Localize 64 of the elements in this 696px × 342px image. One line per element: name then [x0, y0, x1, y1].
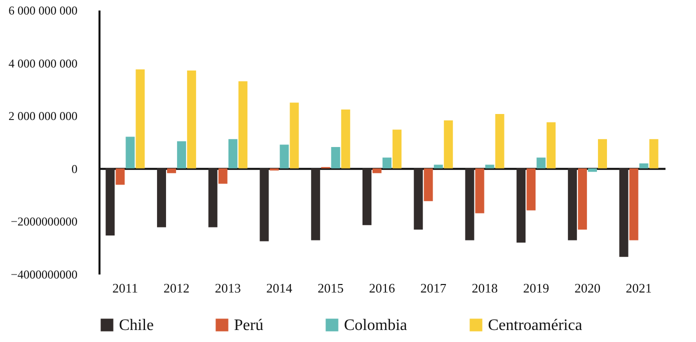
legend-label: Centroamérica [488, 317, 582, 334]
bar [260, 168, 269, 242]
bar [516, 168, 526, 243]
bar [238, 81, 248, 168]
y-tick-label: 6 000 000 000 [8, 4, 78, 18]
x-tick-label: 2021 [626, 280, 652, 296]
bar [208, 168, 218, 228]
bar [536, 158, 546, 168]
x-tick-label: 2011 [112, 280, 138, 296]
bar [495, 114, 504, 168]
x-tick-label: 2017 [420, 280, 447, 296]
y-tick-label: −4000000000 [10, 268, 78, 282]
bar [341, 110, 350, 168]
bar [290, 102, 299, 168]
bar [649, 139, 658, 168]
bar [116, 168, 125, 185]
bar [424, 168, 433, 202]
y-tick-label: 2 000 000 000 [8, 109, 78, 124]
bar [598, 139, 607, 168]
bar [526, 168, 536, 210]
bar [228, 139, 238, 168]
bar [157, 168, 166, 228]
x-tick-label: 2015 [318, 280, 344, 296]
x-tick-label: 2013 [214, 280, 241, 296]
x-tick-label: 2018 [472, 280, 498, 296]
bar [362, 168, 372, 226]
bar [444, 120, 453, 168]
legend-label: Colombia [344, 317, 408, 334]
bar [126, 136, 135, 168]
bar [106, 168, 115, 236]
bar [485, 164, 494, 168]
bar [187, 70, 196, 168]
bar [629, 168, 638, 240]
bar [619, 168, 628, 257]
bar [270, 168, 279, 171]
bar [465, 168, 474, 240]
x-tick-label: 2019 [523, 280, 550, 296]
x-tick-label: 2012 [164, 280, 190, 296]
bar [578, 168, 587, 230]
bar [280, 144, 289, 168]
bar [311, 168, 320, 240]
bar [218, 168, 228, 184]
y-tick-label: 4 000 000 000 [8, 56, 78, 70]
x-tick-label: 2014 [266, 280, 293, 296]
bar [434, 164, 443, 168]
bar [382, 158, 392, 168]
bar [639, 163, 648, 168]
bar [392, 130, 402, 168]
bar [546, 122, 556, 168]
bar [588, 168, 597, 172]
bar [372, 168, 382, 174]
x-tick-label: 2020 [574, 280, 600, 296]
bar [331, 147, 340, 168]
bar [414, 168, 423, 230]
bar [136, 69, 145, 168]
bar [475, 168, 484, 214]
y-tick-label: −2000000000 [10, 214, 78, 229]
y-tick-label: 0 [72, 162, 78, 176]
bar [568, 168, 577, 240]
legend-label: Perú [234, 317, 264, 334]
legend-label: Chile [119, 317, 154, 334]
bar [177, 141, 186, 168]
x-tick-label: 2016 [369, 280, 396, 296]
bar [167, 168, 176, 174]
